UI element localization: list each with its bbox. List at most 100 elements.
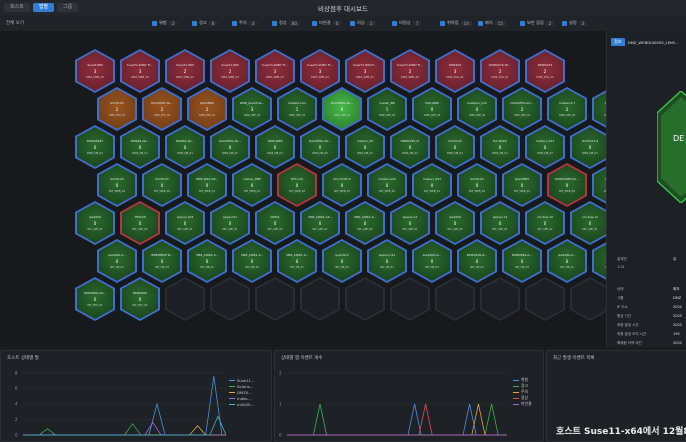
legend-item[interactable]: 위험	[513, 377, 531, 383]
host-hex-cell[interactable]: QAzCM50-Ab... 2 DMZ_ETC_01	[142, 87, 182, 131]
host-hex-cell[interactable]: vm-Sus-11 0 INT_APP_01	[570, 201, 610, 245]
host-hex-cell[interactable]: DMZ_LINK1-S... 0 INT_DB_01	[277, 239, 317, 283]
host-hex-cell[interactable]: SuseT1-WIN7 Fr... 2 DMZ_WEB_03	[390, 49, 430, 93]
checkbox-icon[interactable]	[152, 20, 157, 26]
checkbox-icon[interactable]	[478, 20, 483, 26]
checkbox-icon[interactable]	[272, 20, 277, 26]
host-hex-cell[interactable]: mailsvr_EBH 0 INT_WEB_01	[232, 163, 272, 207]
host-hex-cell[interactable]: DMZ0296T-Ab... 0 INT_WEB_02	[547, 163, 587, 207]
host-hex-cell[interactable]: ibm-5103-9 0 INT_WEB_01	[322, 163, 362, 207]
host-hex-cell[interactable]: ibm5103 0 INT_WEB_02	[142, 163, 182, 207]
host-hex-cell[interactable]: ibm5103 0 INT_WEB_02	[457, 163, 497, 207]
host-hex-cell[interactable]: appsvr-x1 0 INT_APP_01	[480, 201, 520, 245]
legend-item[interactable]: 주의	[513, 389, 531, 395]
filter-label[interactable]: 전체 보기	[6, 21, 24, 26]
legend-item[interactable]: Suse11...	[229, 377, 255, 383]
legend-item[interactable]: Solaris...	[229, 383, 255, 389]
host-hex-cell[interactable]: QAzCM50-Ab... 0 DMZ_DB_02	[210, 125, 250, 169]
host-hex-cell[interactable]: SuseT1-WIN7 Fr... 3 DMZ_WEB_03	[255, 49, 295, 93]
host-hex-cell[interactable]: mailser-t-bo 1 DMZ_APP_01	[277, 87, 317, 131]
host-hex-cell[interactable]: DMZ_LINK1-S... 0 INT_DB_01	[187, 239, 227, 283]
legend-item[interactable]: m0000...	[229, 401, 255, 407]
legend-item[interactable]: 경고	[513, 383, 531, 389]
host-hex-cell[interactable]: APP01 0 INT_APP_02	[255, 201, 295, 245]
host-hex-cell[interactable]: IPRESERVE B... 0 INT_DB_02	[142, 239, 182, 283]
host-hex-cell[interactable]: DMZ44-Ab... 0 DMZ_DB_01	[165, 125, 205, 169]
filter-checkbox[interactable]: 주의 3	[232, 19, 258, 27]
host-hex-cell[interactable]: SUS-AMIP 0 DMZ_APP_01	[412, 87, 452, 131]
tab-group[interactable]: 그룹	[57, 3, 79, 12]
filter-checkbox[interactable]: 미연결 0	[312, 19, 342, 27]
host-hex-cell[interactable]: DMZ404 3 DMZ_SVR_02	[435, 49, 475, 93]
host-hex-cell[interactable]: SuseT1-WIN7 Fr... 3 DMZ_WEB_02	[300, 49, 340, 93]
host-hex-cell[interactable]: mailsvr_SST 0 DMZ_DB_02	[525, 125, 565, 169]
host-hex-cell[interactable]: SuseT1-WM 2 DMZ_WEB_02	[165, 49, 205, 93]
host-hex-cell[interactable]: ibm5103 0 INT_WEB_01	[97, 163, 137, 207]
legend-item[interactable]: mdbs...	[229, 395, 255, 401]
host-hex-cell[interactable]: DMZ4100-R... 0 INT_DB_01	[457, 239, 497, 283]
legend-item[interactable]: 정상	[513, 395, 531, 401]
host-hex-cell[interactable]: SuseT1-WIN7 Fr... 3 DMZ_WEB_03	[120, 49, 160, 93]
host-hex-cell[interactable]: RFC+20 0 INT_WEB_02	[277, 163, 317, 207]
host-hex-cell[interactable]: ipa1000 0 INT_APP_01	[75, 201, 115, 245]
host-hex-cell[interactable]: TP5020 0 INT_APP_02	[120, 201, 160, 245]
checkbox-icon[interactable]	[392, 20, 397, 26]
host-hex-cell[interactable]: appsvr01 0 INT_APP_01	[210, 201, 250, 245]
host-hex-cell[interactable]: SuseT-WM 3 DMZ_WEB_02	[75, 49, 115, 93]
host-hex-cell[interactable]: QAzCM50-Am... 2 DMZ_APP_01	[502, 87, 542, 131]
host-hex-cell[interactable]: ibm5103 2 DMZ_ETC_02	[97, 87, 137, 131]
legend-item[interactable]: DMZ0...	[229, 389, 255, 395]
host-hex-cell[interactable]: DMZ0296T 0 DMZ_DB_02	[75, 125, 115, 169]
host-hex-cell[interactable]: DMZ44-Ab... 0 DMZ_DB_01	[120, 125, 160, 169]
host-hex-cell[interactable]: ibm-B(96) 0 DMZ_DB_01	[480, 125, 520, 169]
host-hex-cell[interactable]: ibm5103 0 DMZ_DB_01	[435, 125, 475, 169]
filter-checkbox[interactable]: 정상 80	[272, 19, 301, 27]
host-hex-cell[interactable]: DMZ0284-A... 0 INT_DB_02	[502, 239, 542, 283]
host-hex-cell[interactable]: mailser-t-7 2 DMZ_APP_02	[547, 87, 587, 131]
checkbox-icon[interactable]	[232, 20, 237, 26]
host-hex-cell[interactable]: QAzCM50 0 INT_WEB_01	[502, 163, 542, 207]
checkbox-icon[interactable]	[192, 20, 197, 26]
host-hex-cell[interactable]: QAzCM50 2 DMZ_ETC_01	[187, 87, 227, 131]
tab-app[interactable]: 앱별	[32, 3, 55, 12]
filter-checkbox[interactable]: 설정 3	[562, 19, 588, 27]
host-hex-cell[interactable]: ipa1000-A... 0 INT_DB_01	[547, 239, 587, 283]
host-hex-cell[interactable]: SuseT1-WM 2 DMZ_WEB_04	[210, 49, 250, 93]
host-hex-cell[interactable]: appsvr-x11 0 INT_DB_01	[367, 239, 407, 283]
host-hex-cell[interactable]: ipa1000 0 INT_APP_02	[435, 201, 475, 245]
filter-checkbox[interactable]: 경고 6	[192, 19, 218, 27]
host-hex-cell[interactable]: DMZ0296_Pr 0 DMZ_DB_02	[390, 125, 430, 169]
host-hex-cell[interactable]: mailsv_BB 1 DMZ_APP_02	[367, 87, 407, 131]
filter-checkbox[interactable]: 패치 15	[478, 19, 507, 27]
host-hex-cell[interactable]: vm-Sus-10 0 INT_APP_02	[525, 201, 565, 245]
host-hex-cell[interactable]: DMZ_LINK1-S... 0 INT_DB_02	[232, 239, 272, 283]
host-hex-cell[interactable]: SuseT1-WM Fr... 3 DMZ_WEB_01	[345, 49, 385, 93]
checkbox-icon[interactable]	[312, 20, 317, 26]
host-hex-cell[interactable]: WNS-WEB 0 DMZ_DB_01	[255, 125, 295, 169]
host-hex-cell[interactable]: DMZ0200 0 INT_ETC_02	[120, 277, 160, 321]
host-hex-cell[interactable]: DMZ_SuseT-lis... 3 DMZ_APP_02	[232, 87, 272, 131]
host-hex-cell[interactable]: ipa1000-A... 0 INT_DB_01	[97, 239, 137, 283]
filter-checkbox[interactable]: 취약점 14	[440, 19, 472, 27]
tab-host[interactable]: 호스트	[4, 3, 30, 12]
filter-checkbox[interactable]: 위험 2	[152, 19, 178, 27]
checkbox-icon[interactable]	[350, 20, 355, 26]
host-hex-cell[interactable]: mailserv_hok 0 DMZ_APP_02	[457, 87, 497, 131]
filter-checkbox[interactable]: 보안 점검 2	[520, 19, 555, 27]
host-hex-cell[interactable]: mailsvr-a42 0 INT_WEB_02	[367, 163, 407, 207]
host-hex-cell[interactable]: DMZ0200-Ab... 0 INT_ETC_01	[75, 277, 115, 321]
checkbox-icon[interactable]	[562, 20, 567, 26]
host-hex-cell[interactable]: QAzCM50-Ab... 0 DMZ_DB_02	[300, 125, 340, 169]
host-hex-cell[interactable]: DMZ-JSS2-CR... 0 INT_WEB_01	[187, 163, 227, 207]
host-hex-cell[interactable]: DMZ_LINK1-S... 0 INT_APP_02	[345, 201, 385, 245]
checkbox-icon[interactable]	[520, 20, 525, 26]
host-hex-cell[interactable]: appsvr-x1 0 INT_APP_01	[390, 201, 430, 245]
host-hex-cell[interactable]: DMZ0279 2 DMZ_SVR_03	[525, 49, 565, 93]
host-hex-cell[interactable]: ibm5103-9 0 DMZ_DB_01	[570, 125, 610, 169]
host-hex-cell[interactable]: DMZ0279 Dt... 2 DMZ_SVR_01	[480, 49, 520, 93]
host-hex-cell[interactable]: mailsvr_02 0 DMZ_DB_01	[345, 125, 385, 169]
filter-checkbox[interactable]: 비정상 7	[392, 19, 422, 27]
host-hex-cell[interactable]: appsvr-x03 0 INT_APP_01	[165, 201, 205, 245]
host-hex-cell[interactable]: ipa1000-G... 0 INT_DB_02	[412, 239, 452, 283]
host-hex-cell[interactable]: QAzCM50-Ab... 0 DMZ_APP_01	[322, 87, 362, 131]
